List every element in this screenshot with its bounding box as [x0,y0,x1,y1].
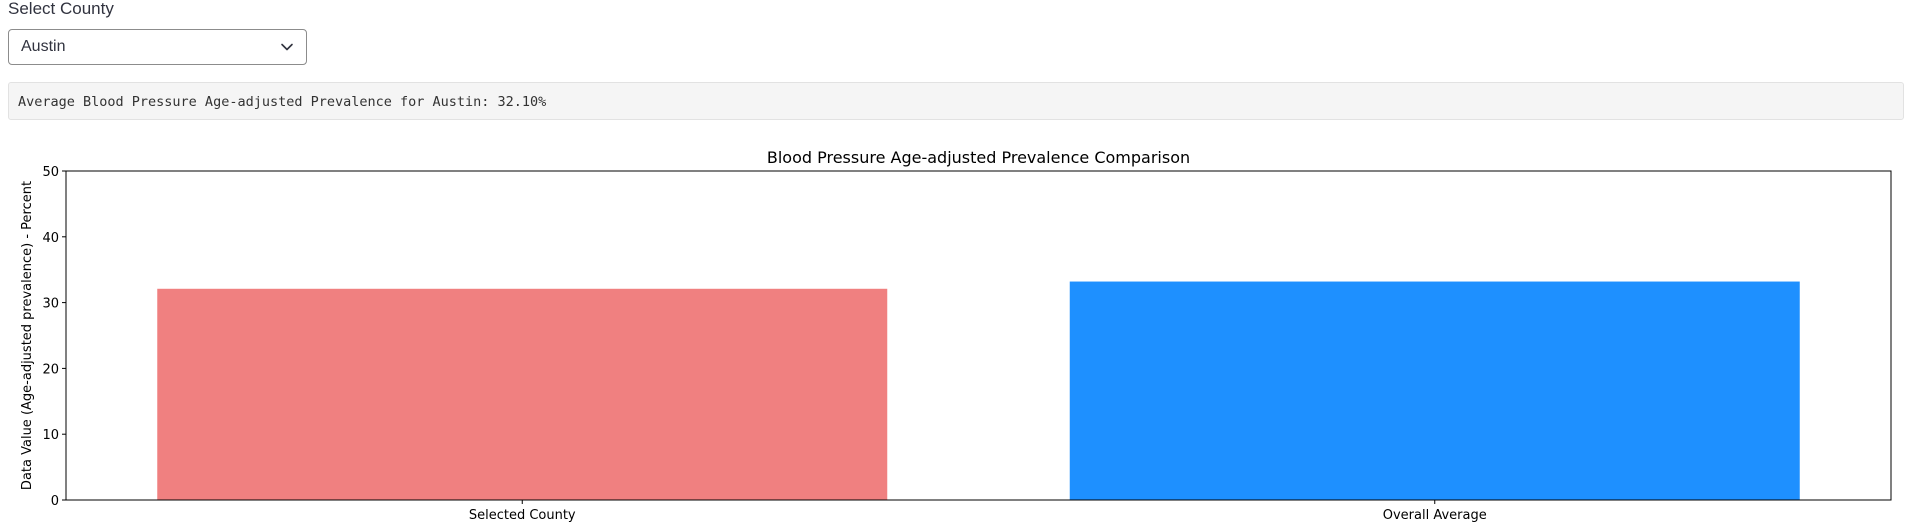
summary-text: Average Blood Pressure Age-adjusted Prev… [18,94,547,110]
x-tick-label: Overall Average [1383,508,1487,523]
y-tick-label: 40 [42,231,59,246]
county-select[interactable]: Austin [8,29,307,65]
plot-frame [65,170,1892,501]
bar-chart: Blood Pressure Age-adjusted Prevalence C… [20,148,1892,523]
y-tick-label: 0 [51,494,59,509]
bar-overall-average [1069,281,1800,500]
county-select-value: Austin [21,38,66,55]
y-tick-label: 20 [42,362,59,377]
chart-title: Blood Pressure Age-adjusted Prevalence C… [767,148,1190,167]
select-county-label: Select County [8,0,114,18]
x-tick-label: Selected County [469,508,576,523]
y-tick-label: 10 [42,428,59,443]
bar-selected-county [157,288,888,500]
chart-y-axis-label: Data Value (Age-adjusted prevalence) - P… [20,181,35,490]
summary-box: Average Blood Pressure Age-adjusted Prev… [8,82,1904,120]
chevron-down-icon[interactable] [280,40,294,54]
y-tick-label: 30 [42,297,59,312]
y-tick-label: 50 [42,165,59,180]
